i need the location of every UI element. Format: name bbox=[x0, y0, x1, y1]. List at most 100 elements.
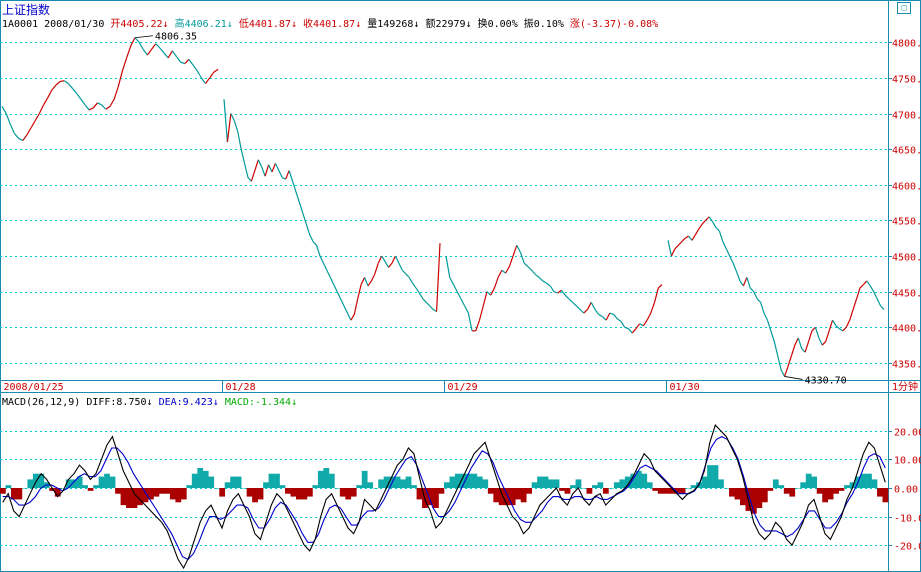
price-segment bbox=[797, 337, 803, 349]
macd-bar bbox=[16, 488, 23, 500]
macd-bar bbox=[707, 465, 713, 488]
macd-bar bbox=[553, 479, 560, 488]
down-arrow-icon: ↓ bbox=[162, 19, 169, 30]
macd-bar bbox=[575, 479, 582, 488]
macd-bar bbox=[109, 476, 116, 488]
price-segment bbox=[601, 316, 607, 321]
price-segment bbox=[405, 273, 410, 278]
price-segment bbox=[329, 277, 335, 285]
macd-bar bbox=[71, 479, 78, 488]
price-segment bbox=[546, 282, 551, 287]
price-segment bbox=[200, 77, 207, 84]
macd-bar bbox=[76, 476, 83, 488]
price-y-axis: 4350. 4400. 4450. 4500. 4550. 4600. 4650. 4700.… bbox=[888, 39, 921, 371]
price-segment bbox=[271, 163, 276, 173]
macd-bar bbox=[345, 488, 352, 500]
macd-bar bbox=[646, 482, 653, 488]
price-segment bbox=[196, 70, 202, 79]
price-segment bbox=[377, 255, 383, 264]
price-segment bbox=[63, 80, 69, 85]
price-segment bbox=[422, 298, 427, 303]
price-segment bbox=[508, 255, 514, 267]
price-segment bbox=[531, 269, 536, 275]
macd-bar bbox=[87, 488, 94, 491]
window-icon[interactable]: □ bbox=[897, 2, 911, 14]
macd-bar bbox=[82, 485, 89, 488]
macd-header: MACD(26,12,9) DIFF:8.750↓ DEA:9.423↓ MAC… bbox=[2, 397, 297, 408]
change-value: 涨(-3.37)-0.08% bbox=[569, 19, 659, 30]
price-segment bbox=[505, 266, 510, 274]
price-segment bbox=[261, 166, 266, 177]
close-value: 收4401.87 bbox=[303, 19, 356, 30]
price-segment bbox=[493, 277, 499, 289]
price-segment bbox=[553, 291, 558, 294]
price-segment bbox=[298, 202, 304, 214]
macd-bar bbox=[137, 488, 143, 506]
x-tick-label: 01/28 bbox=[226, 382, 256, 393]
price-segment bbox=[635, 323, 641, 330]
price-segment bbox=[92, 102, 98, 109]
price-segment bbox=[384, 261, 390, 268]
price-segment bbox=[501, 269, 506, 274]
price-segment bbox=[722, 241, 727, 250]
macd-bar bbox=[54, 488, 61, 497]
macd-bar bbox=[104, 473, 110, 488]
price-segment bbox=[869, 285, 875, 292]
price-segment bbox=[113, 86, 119, 100]
price-segment bbox=[14, 133, 20, 139]
macd-bar bbox=[378, 479, 385, 488]
macd-bar bbox=[701, 476, 708, 488]
macd-tick-label: 0.00 bbox=[894, 485, 918, 496]
price-segment bbox=[364, 277, 369, 287]
macd-bar bbox=[805, 473, 812, 488]
price-segment bbox=[336, 291, 342, 300]
price-segment bbox=[425, 301, 431, 307]
price-segment bbox=[209, 71, 215, 79]
macd-bar bbox=[126, 488, 132, 508]
price-segment bbox=[134, 37, 140, 43]
price-segment bbox=[852, 298, 858, 310]
price-segment bbox=[478, 305, 484, 321]
down-arrow-icon: ↓ bbox=[290, 19, 298, 30]
price-segment bbox=[374, 262, 379, 275]
price-segment bbox=[705, 216, 710, 221]
macd-bar bbox=[400, 479, 406, 488]
macd-value: MACD:-1.344 bbox=[224, 397, 292, 408]
amount-value: 额22979 bbox=[425, 19, 466, 30]
price-segment bbox=[101, 104, 107, 110]
price-segment bbox=[790, 344, 796, 356]
price-segment bbox=[609, 312, 614, 316]
macd-bar bbox=[433, 488, 439, 508]
macd-bar bbox=[608, 488, 615, 489]
macd-bar bbox=[290, 488, 297, 497]
price-segment bbox=[523, 262, 529, 268]
price-tick-label: 4600. bbox=[892, 182, 921, 193]
price-segment bbox=[175, 56, 182, 63]
macd-bar bbox=[411, 485, 417, 488]
macd-bar bbox=[438, 488, 445, 494]
macd-bar bbox=[685, 488, 691, 489]
price-segment bbox=[568, 298, 574, 303]
price-tick-label: 4800. bbox=[892, 39, 921, 50]
price-segment bbox=[839, 328, 844, 332]
price-segment bbox=[452, 284, 458, 292]
price-segment bbox=[773, 341, 779, 356]
down-arrow-icon: ↓ bbox=[146, 397, 153, 408]
price-segment bbox=[657, 284, 663, 289]
price-segment bbox=[464, 305, 469, 314]
price-segment bbox=[105, 105, 111, 110]
macd-bar bbox=[756, 488, 763, 508]
price-segment bbox=[560, 289, 566, 296]
macd-bar bbox=[246, 488, 253, 497]
macd-bar bbox=[531, 482, 538, 488]
price-segment bbox=[583, 309, 588, 314]
macd-bar bbox=[515, 488, 522, 500]
price-segment bbox=[309, 234, 314, 243]
macd-bar bbox=[224, 482, 231, 488]
macd-bar bbox=[285, 488, 291, 494]
macd-bar bbox=[98, 476, 105, 488]
price-segment bbox=[353, 298, 359, 315]
price-segment bbox=[575, 305, 581, 310]
macd-bar bbox=[60, 488, 67, 489]
